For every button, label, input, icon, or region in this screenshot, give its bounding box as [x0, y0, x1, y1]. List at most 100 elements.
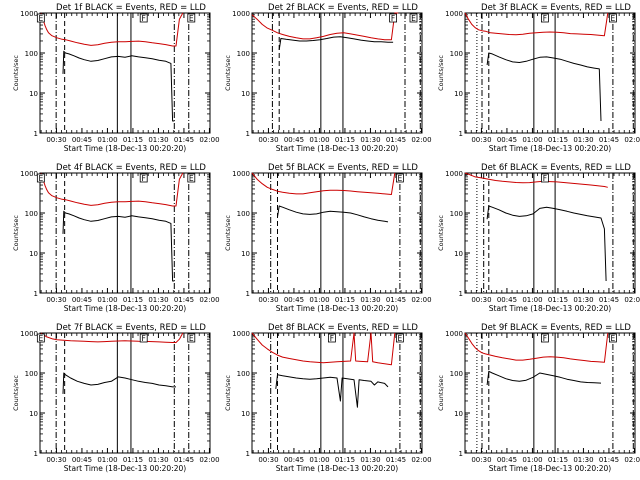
x-tick-label: 00:45 — [72, 296, 92, 304]
series-lld-red — [251, 12, 399, 41]
plot-frame — [251, 332, 423, 454]
y-tick-label: 10 — [241, 250, 250, 258]
y-tick-label: 1000 — [232, 10, 250, 18]
event-marker-box — [36, 173, 45, 183]
x-tick-label: 01:00 — [309, 136, 329, 144]
y-axis-label: Counts/sec — [437, 55, 445, 91]
event-marker-label: E — [611, 334, 616, 343]
y-tick-label: 10 — [29, 250, 38, 258]
event-marker-label: E — [38, 174, 43, 183]
y-tick-label: 1 — [34, 290, 38, 298]
plot-frame — [251, 172, 423, 294]
y-tick-label: 1 — [459, 290, 463, 298]
event-marker-label: E — [398, 334, 403, 343]
x-tick-label: 02:00 — [624, 456, 640, 464]
panel-title: Det 2f BLACK = Events, RED = LLD — [268, 3, 418, 13]
x-tick-label: 01:30 — [360, 296, 380, 304]
series-events-black — [62, 50, 175, 122]
y-tick-label: 1 — [34, 450, 38, 458]
panel-det3f: 1 10 100 1000 00:30 00:45 01:00 01:15 01:30 01:45… — [437, 3, 640, 153]
y-tick-label: 100 — [25, 210, 38, 218]
plot-frame — [39, 12, 211, 134]
y-tick-label: 1000 — [20, 10, 38, 18]
event-marker-box — [541, 333, 549, 343]
event-marker-label: F — [543, 174, 547, 183]
y-tick-label: 10 — [241, 410, 250, 418]
y-axis-label: Counts/sec — [12, 215, 20, 251]
y-tick-label: 10 — [241, 90, 250, 98]
event-marker-label: E — [411, 14, 416, 23]
y-axis-label: Counts/sec — [12, 375, 20, 411]
panel-det2f: 1 10 100 1000 00:30 00:45 01:00 01:15 01:30 01:45… — [224, 3, 432, 153]
x-axis-label: Start Time (18-Dec-13 00:20:20) — [64, 144, 186, 153]
series-lld-red — [40, 12, 184, 47]
y-axis-label: Counts/sec — [12, 55, 20, 91]
panel-title: Det 4f BLACK = Events, RED = LLD — [56, 163, 206, 173]
x-tick-label: 00:45 — [72, 456, 92, 464]
x-tick-label: 01:00 — [97, 136, 117, 144]
event-marker-box — [139, 13, 148, 23]
series-events-black — [62, 210, 175, 282]
event-marker-box — [36, 13, 45, 23]
series-lld-red — [464, 172, 608, 188]
x-tick-label: 01:30 — [360, 456, 380, 464]
x-tick-label: 01:00 — [522, 456, 542, 464]
series-events-black — [486, 52, 602, 122]
series-events-black — [486, 370, 602, 386]
event-marker-box — [327, 333, 336, 343]
y-tick-label: 100 — [237, 210, 250, 218]
x-tick-label: 01:45 — [599, 136, 619, 144]
event-marker-box — [187, 173, 196, 183]
x-tick-label: 01:15 — [335, 136, 355, 144]
x-axis-label: Start Time (18-Dec-13 00:20:20) — [489, 464, 611, 473]
event-marker-label: E — [38, 14, 43, 23]
panel-det7f: 1 10 100 1000 00:30 00:45 01:00 01:15 01:30 01:45… — [12, 323, 220, 473]
x-tick-label: 01:00 — [309, 296, 329, 304]
x-tick-label: 00:45 — [284, 296, 304, 304]
x-tick-label: 00:45 — [497, 136, 517, 144]
y-axis-label: Counts/sec — [224, 215, 232, 251]
x-tick-label: 01:00 — [97, 296, 117, 304]
x-tick-label: 01:45 — [386, 456, 406, 464]
event-marker-box — [609, 13, 617, 23]
event-marker-box — [409, 13, 418, 23]
y-tick-label: 10 — [454, 250, 463, 258]
x-tick-label: 01:15 — [123, 136, 143, 144]
panel-title: Det 8f BLACK = Events, RED = LLD — [268, 323, 418, 333]
y-tick-label: 1000 — [445, 330, 463, 338]
event-marker-label: E — [38, 334, 43, 343]
x-axis-label: Start Time (18-Dec-13 00:20:20) — [276, 144, 398, 153]
x-tick-label: 00:30 — [258, 136, 278, 144]
event-marker-label: E — [189, 334, 194, 343]
event-marker-box — [36, 333, 45, 343]
x-tick-label: 00:30 — [471, 296, 491, 304]
x-tick-label: 00:30 — [258, 456, 278, 464]
y-tick-label: 10 — [29, 90, 38, 98]
event-marker-label: F — [543, 14, 547, 23]
panel-det9f: 1 10 100 1000 00:30 00:45 01:00 01:15 01:30 01:45… — [437, 323, 640, 473]
x-tick-label: 00:30 — [258, 296, 278, 304]
panel-det6f: 1 10 100 1000 00:30 00:45 01:00 01:15 01:30 01:45… — [437, 163, 640, 313]
event-marker-label: F — [391, 14, 395, 23]
x-tick-label: 01:00 — [309, 456, 329, 464]
panel-det1f: 1 10 100 1000 00:30 00:45 01:00 01:15 01:30 01:45… — [12, 3, 220, 153]
y-tick-label: 1 — [34, 130, 38, 138]
y-tick-label: 100 — [450, 370, 463, 378]
event-marker-box — [139, 173, 148, 183]
x-tick-label: 00:30 — [471, 136, 491, 144]
plot-frame — [251, 12, 423, 134]
y-tick-label: 100 — [237, 50, 250, 58]
x-tick-label: 01:45 — [386, 296, 406, 304]
event-marker-box — [541, 13, 549, 23]
x-tick-label: 00:30 — [46, 296, 66, 304]
y-tick-label: 10 — [454, 90, 463, 98]
y-axis-label: Counts/sec — [224, 55, 232, 91]
series-lld-red — [251, 172, 396, 195]
x-tick-label: 00:45 — [72, 136, 92, 144]
x-tick-label: 01:15 — [548, 136, 568, 144]
y-tick-label: 1 — [246, 130, 250, 138]
panel-det4f: 1 10 100 1000 00:30 00:45 01:00 01:15 01:30 01:45… — [12, 163, 220, 313]
y-tick-label: 100 — [450, 210, 463, 218]
x-tick-label: 00:30 — [46, 456, 66, 464]
